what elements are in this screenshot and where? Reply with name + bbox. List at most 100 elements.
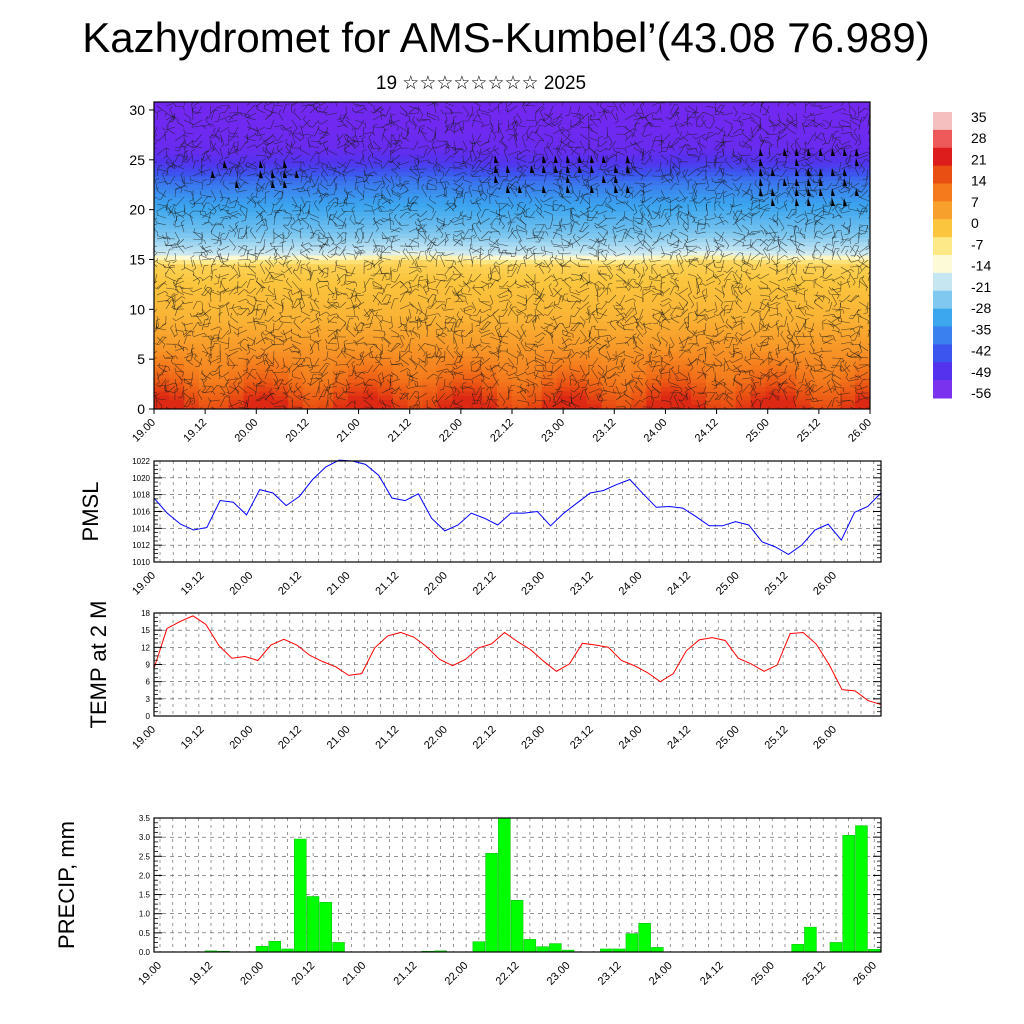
y-tick-label: 10 [129, 301, 145, 317]
x-tick-label: 22.12 [494, 960, 522, 988]
colorbar-label: -14 [971, 258, 991, 274]
colorbar-swatch [933, 344, 952, 363]
precip-bar [510, 900, 524, 953]
colorbar-label: -7 [971, 236, 984, 252]
y-tick-label: 1020 [132, 474, 150, 483]
x-tick-label: 23.00 [545, 960, 573, 988]
precip-bar [255, 946, 269, 953]
y-tick-label: 30 [129, 102, 145, 118]
colorbar-swatch [933, 183, 952, 202]
y-tick-label: 5 [137, 351, 145, 367]
colorbar-swatch [933, 147, 952, 167]
y-tick-label: 1.5 [139, 891, 151, 900]
x-tick-label: 24.00 [647, 960, 675, 988]
chart-title: Kazhydromet for AMS-Kumbel’(43.08 76.989… [82, 14, 930, 61]
precip-bar [651, 947, 664, 953]
precip-axis-label: PRECIP, mm [54, 821, 79, 949]
colorbar-label: 28 [971, 130, 987, 146]
y-tick-label: 12 [141, 643, 150, 652]
colorbar-label: -35 [971, 321, 991, 337]
precip-bar [472, 941, 486, 953]
y-tick-label: 9 [146, 661, 151, 670]
x-tick-label: 25.00 [749, 960, 777, 988]
precip-bar [829, 942, 843, 953]
y-tick-label: 0.0 [139, 948, 151, 957]
colorbar-label: -49 [971, 364, 991, 380]
x-tick-label: 21.00 [340, 960, 368, 988]
x-tick-label: 19.12 [187, 960, 215, 988]
wind-barbs [154, 102, 870, 409]
pmsl-line [153, 459, 882, 556]
x-tick-label: 20.00 [238, 960, 266, 988]
colorbar-swatch [933, 237, 952, 256]
y-tick-label: 1.0 [139, 910, 151, 919]
x-tick-label: 20.12 [289, 960, 317, 988]
y-tick-label: 1012 [132, 541, 150, 550]
precip-bar [485, 852, 498, 953]
x-tick-label: 22.00 [443, 960, 471, 988]
colorbar-label: -42 [971, 343, 991, 359]
y-tick-label: 3.0 [139, 833, 151, 842]
colorbar-swatch [933, 272, 952, 292]
x-tick-label: 23.12 [596, 960, 624, 988]
y-tick-label: 15 [129, 251, 145, 267]
precip-bar [523, 939, 537, 953]
colorbar-label: 7 [971, 194, 979, 210]
colorbar-label: -28 [971, 300, 991, 316]
y-tick-label: 6 [146, 678, 151, 687]
cross-section-y-axis: 0 5 10 15 20 25 30 [129, 102, 154, 417]
precip-bar [638, 923, 651, 953]
colorbar-swatch [933, 165, 952, 185]
y-tick-label: 1018 [132, 491, 150, 500]
y-tick-label: 1016 [132, 508, 150, 517]
y-tick-label: 1010 [132, 558, 150, 567]
colorbar-swatch [933, 362, 952, 381]
colorbar-swatch [933, 255, 952, 274]
y-tick-label: 2.0 [139, 871, 151, 880]
y-tick-label: 15 [141, 626, 150, 635]
precip-bar [855, 825, 868, 953]
y-tick-label: 3 [146, 695, 151, 704]
colorbar-swatch [933, 380, 952, 399]
colorbar-label: -21 [971, 279, 991, 295]
y-tick-label: 20 [129, 202, 145, 218]
colorbar-swatch [933, 326, 952, 345]
colorbar-label: -56 [971, 385, 991, 401]
x-tick-label: 24.12 [698, 960, 726, 988]
y-tick-label: 0 [137, 401, 145, 417]
precip-bar [549, 943, 562, 953]
grid [154, 612, 881, 717]
colorbar-label: 0 [971, 215, 979, 231]
x-tick-label: 19.00 [136, 960, 164, 988]
colorbar: 35 28 21 14 7 0 -7 -14 -21 -28 -35 -42 -49 -56 [933, 109, 991, 401]
chart-subtitle: 19 ☆☆☆☆☆☆☆☆ 2025 [375, 73, 587, 94]
y-tick-label: 0.5 [139, 929, 151, 938]
colorbar-swatch [933, 308, 952, 328]
precip-bar [791, 944, 804, 953]
y-tick-label: 18 [141, 609, 150, 618]
temp-line [153, 615, 882, 706]
x-tick-label: 26.00 [851, 960, 879, 988]
y-tick-label: 3.5 [139, 814, 151, 823]
colorbar-label: 21 [971, 151, 987, 167]
colorbar-label: 35 [971, 109, 987, 125]
pmsl-axis-label: PMSL [78, 482, 103, 542]
colorbar-label: 14 [971, 173, 987, 189]
precip-bar [536, 946, 549, 953]
colorbar-swatch [933, 290, 952, 310]
y-tick-label: 1022 [132, 457, 150, 466]
precip-bar [294, 838, 307, 953]
y-tick-label: 0 [146, 712, 151, 721]
precip-bar [332, 942, 345, 953]
precip-bar [842, 834, 855, 953]
precip-bar [319, 901, 333, 953]
colorbar-swatch [933, 112, 952, 131]
precip-bars [204, 817, 881, 953]
precip-bar [498, 817, 511, 953]
precip-bar [804, 926, 817, 953]
colorbar-swatch [933, 219, 952, 238]
